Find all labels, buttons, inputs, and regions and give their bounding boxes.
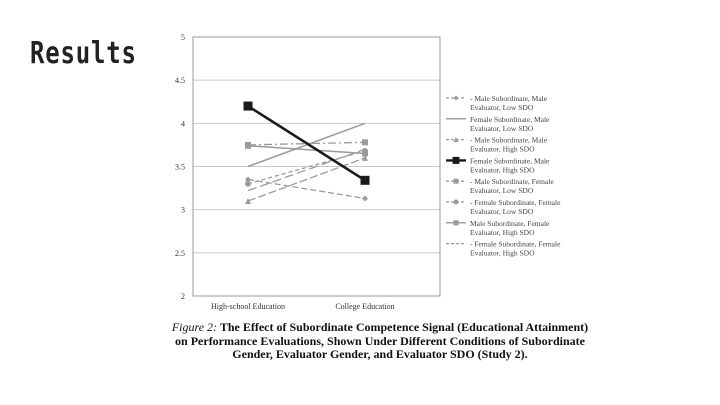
data-point — [245, 142, 251, 149]
legend-label: Evaluator, High SDO — [470, 145, 535, 154]
y-tick-label: 4 — [181, 119, 185, 128]
series-line-2 — [247, 122, 366, 168]
plot-area-frame — [192, 36, 441, 297]
data-point — [245, 176, 251, 183]
series-line-3 — [245, 154, 368, 205]
y-tick-label: 3 — [181, 206, 185, 215]
x-tick-label: College Education — [335, 302, 394, 311]
x-tick-label: High-school Education — [211, 302, 285, 311]
series-path — [247, 148, 366, 192]
legend-marker — [453, 220, 459, 226]
legend-label: Evaluator, High SDO — [470, 228, 535, 237]
legend-label: - Female Subordinate, Female — [470, 240, 561, 249]
series-path — [247, 141, 366, 146]
data-point — [362, 150, 368, 157]
series-path — [247, 150, 366, 185]
chart-axes: 2 2.5 3 3.5 4 4.5 5 High-school Education Colleg… — [175, 33, 441, 311]
legend-marker — [453, 199, 459, 205]
data-point — [362, 139, 368, 146]
legend-marker — [452, 156, 460, 164]
chart-series — [243, 101, 370, 205]
series-line-7 — [245, 142, 368, 157]
legend-marker — [453, 178, 459, 184]
series-path — [247, 157, 366, 202]
series-line-4 — [243, 101, 370, 185]
y-tick-label: 3.5 — [175, 163, 185, 172]
legend-label: Female Subordinate, Male — [470, 115, 550, 124]
legend-label: Evaluator, Low SDO — [470, 207, 534, 216]
legend-label: Evaluator, High SDO — [470, 165, 535, 174]
data-point — [243, 101, 253, 111]
legend-label: Evaluator, High SDO — [470, 249, 535, 258]
y-tick-label: 4.5 — [175, 76, 185, 85]
legend-label: - Male Subordinate, Male — [470, 94, 548, 103]
y-tick-label: 2.5 — [175, 249, 185, 258]
legend-label: Male Subordinate, Female — [470, 219, 550, 228]
y-tick-label: 5 — [181, 33, 185, 42]
series-line-6 — [245, 147, 368, 187]
legend-label: - Female Subordinate, Female — [470, 198, 561, 207]
legend-label: Evaluator, Low SDO — [470, 186, 534, 195]
legend-label: Evaluator, Low SDO — [470, 124, 534, 133]
series-line-1 — [245, 176, 368, 202]
figure-caption: Figure 2: The Effect of Subordinate Comp… — [170, 320, 590, 362]
legend-marker — [453, 137, 459, 143]
series-path — [247, 178, 366, 200]
data-point — [362, 154, 368, 161]
legend-label: Female Subordinate, Male — [470, 156, 550, 165]
legend-label: - Male Subordinate, Female — [470, 177, 554, 186]
data-point — [362, 195, 368, 202]
y-tick-label: 2 — [181, 292, 185, 301]
legend-label: Evaluator, Low SDO — [470, 103, 534, 112]
legend-label: - Male Subordinate, Male — [470, 136, 548, 145]
series-line-8 — [247, 148, 366, 192]
data-point — [245, 180, 251, 187]
series-path — [247, 104, 366, 182]
data-point — [245, 198, 251, 205]
legend-marker — [453, 95, 459, 101]
series-path — [247, 122, 366, 168]
figure-caption-text: The Effect of Subordinate Competence Sig… — [175, 320, 589, 361]
slide-title: Results — [30, 36, 137, 71]
figure-label: Figure 2: — [171, 320, 218, 334]
series-path — [247, 145, 366, 155]
data-point — [360, 175, 370, 185]
